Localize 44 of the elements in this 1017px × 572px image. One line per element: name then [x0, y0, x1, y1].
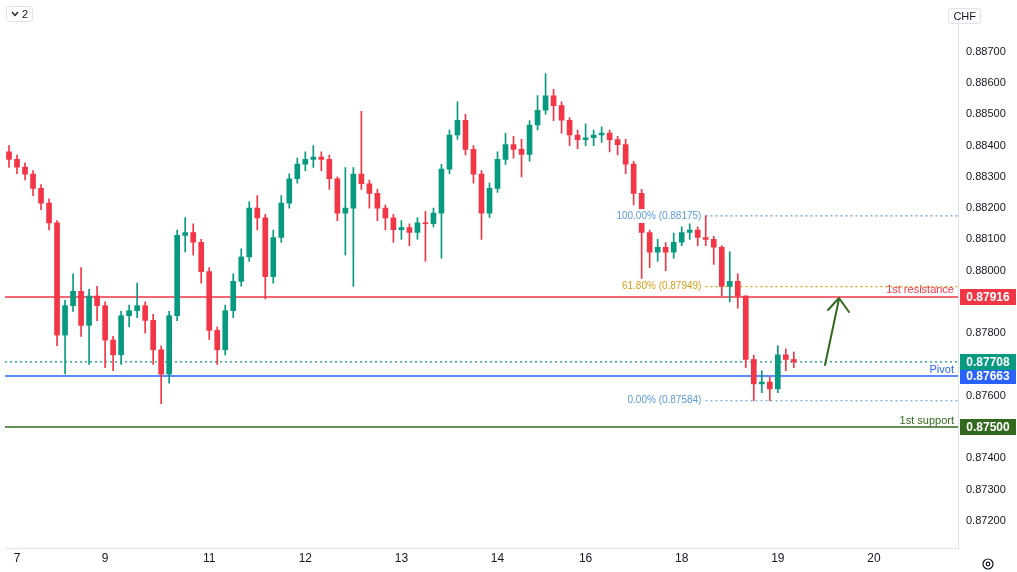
- y-tick-label: 0.88300: [966, 169, 1006, 182]
- x-tick-label: 18: [675, 550, 689, 565]
- candlestick: [134, 282, 140, 318]
- candlestick: [654, 239, 661, 262]
- x-tick-label: 16: [578, 550, 593, 565]
- x-tick-label: 7: [13, 550, 21, 565]
- text: 0.87708: [966, 354, 1011, 369]
- x-tick-label: 13: [394, 550, 409, 565]
- ref-line-label: 100.00% (0.88175): [616, 209, 702, 221]
- ref-line-label: Pivot: [929, 362, 954, 375]
- candlestick: [686, 223, 693, 240]
- y-tick-label: 0.88400: [966, 138, 1006, 151]
- x-tick-label: 20: [867, 550, 881, 565]
- candlestick: [182, 217, 189, 253]
- ref-line-label: 61.80% (0.87949): [621, 280, 702, 292]
- ref-line-label: 1st support: [899, 413, 954, 426]
- x-tick-label: 14: [490, 550, 505, 565]
- text: 0.87663: [966, 368, 1011, 383]
- y-tick-label: 0.87200: [966, 513, 1006, 526]
- annotation: 2: [22, 8, 29, 20]
- text: 0.87916: [966, 289, 1011, 304]
- y-tick-label: 0.88200: [966, 201, 1006, 214]
- annotation: CHF: [948, 8, 981, 24]
- candlestick: [702, 215, 709, 246]
- y-tick-label: 0.87300: [966, 482, 1006, 495]
- candlestick: [791, 351, 797, 368]
- x-tick-label: 11: [202, 550, 216, 565]
- y-tick-label: 0.88000: [966, 263, 1006, 276]
- y-tick-label: 0.88700: [966, 44, 1006, 57]
- candlestick: [726, 251, 733, 303]
- candlestick: [310, 145, 317, 168]
- text: 0.87500: [966, 419, 1011, 434]
- y-tick-label: 0.87800: [966, 326, 1006, 339]
- y-tick-label: 0.87400: [966, 451, 1006, 464]
- x-tick-label: 12: [298, 550, 313, 565]
- x-tick-label: 19: [771, 550, 785, 565]
- candlestick: [662, 242, 669, 271]
- y-tick-label: 0.88100: [966, 232, 1006, 245]
- ref-line-label: 0.00% (0.87584): [627, 394, 702, 406]
- y-tick-label: 0.87600: [966, 388, 1006, 401]
- ref-line-label: 1st resistance: [886, 283, 954, 296]
- y-tick-label: 0.88500: [966, 107, 1006, 120]
- x-tick-label: 9: [101, 550, 109, 565]
- y-tick-label: 0.88600: [966, 76, 1006, 89]
